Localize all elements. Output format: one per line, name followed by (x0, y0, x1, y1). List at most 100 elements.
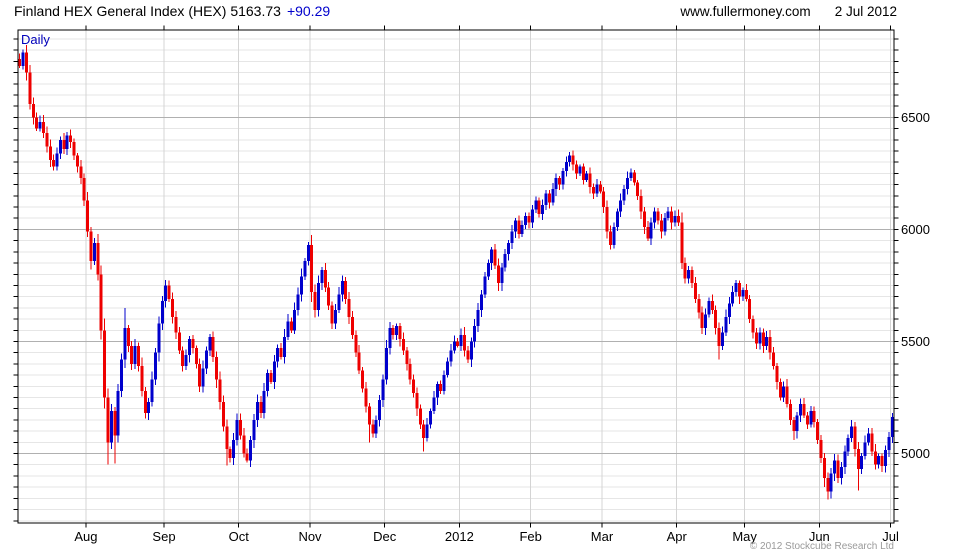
candle-body (775, 366, 779, 382)
candle-body (530, 209, 534, 223)
candle-body (347, 298, 351, 317)
candle-body (612, 227, 616, 246)
candle-body (167, 285, 171, 299)
candle-body (31, 103, 35, 118)
x-axis-label: Mar (591, 529, 614, 544)
candle-body (330, 305, 334, 324)
y-axis-label: 6000 (901, 222, 930, 237)
candle-body (544, 193, 548, 205)
candle-body (581, 166, 585, 181)
candle-body (75, 155, 79, 167)
candle-body (123, 328, 127, 360)
candle-body (374, 419, 378, 434)
x-axis-label: Feb (519, 529, 541, 544)
y-axis-label: 5500 (901, 334, 930, 349)
candle-body (534, 200, 538, 210)
candle-body (18, 59, 22, 66)
candle-body (289, 321, 293, 331)
x-axis-label: 2012 (445, 529, 474, 544)
candle-body (242, 435, 246, 454)
candle-body (782, 386, 786, 398)
candle-body (300, 276, 304, 295)
candle-body (221, 401, 225, 427)
candle-body (547, 193, 551, 203)
candle-body (575, 164, 579, 174)
candle-body (571, 155, 575, 165)
candle-body (296, 294, 300, 311)
y-axis-label: 5000 (901, 446, 930, 461)
candle-body (143, 390, 147, 414)
candle-body (554, 177, 558, 190)
candle-body (846, 437, 850, 452)
candle-body (303, 260, 307, 277)
candle-body (805, 415, 809, 425)
candle-body (653, 211, 657, 223)
candle-body (245, 453, 249, 461)
candle-body (452, 341, 456, 351)
candle-body (120, 359, 124, 391)
candle-body (510, 231, 514, 243)
candle-body (768, 337, 772, 353)
candle-body (836, 460, 840, 479)
candle-body (333, 310, 337, 324)
candle-body (113, 410, 117, 436)
candle-body (795, 415, 799, 432)
candle-body (615, 211, 619, 228)
candle-body (724, 316, 728, 333)
candle-body (310, 245, 314, 293)
candle-body (286, 321, 290, 338)
candle-body (228, 449, 232, 459)
candle-body (524, 215, 528, 225)
candle-body (646, 227, 650, 239)
candle-body (52, 159, 56, 167)
candle-body (35, 117, 39, 129)
candle-body (731, 292, 735, 304)
candle-body (816, 422, 820, 441)
timeframe-label: Daily (21, 32, 50, 47)
candle-body (863, 442, 867, 456)
candle-body (69, 135, 73, 143)
candle-body (608, 231, 612, 246)
plot-border (17, 29, 895, 524)
candle-body (785, 386, 789, 405)
candle-body (418, 408, 422, 425)
site-link[interactable]: www.fullermoney.com (680, 4, 811, 19)
candle-body (500, 267, 504, 284)
candle-body (788, 404, 792, 420)
candle-body (513, 220, 517, 232)
candle-body (371, 424, 375, 434)
candle-body (262, 390, 266, 414)
candle-body (439, 384, 443, 391)
candle-body (486, 263, 490, 277)
candle-body (316, 283, 320, 311)
candle-body (160, 301, 164, 324)
candle-body (41, 121, 45, 134)
candle-body (446, 361, 450, 376)
candle-body (181, 350, 185, 367)
candle-body (527, 215, 531, 223)
candle-body (595, 184, 599, 194)
candle-body (850, 426, 854, 438)
candle-body (194, 348, 198, 364)
candle-body (687, 269, 691, 279)
candle-body (558, 177, 562, 185)
candle-body (232, 440, 236, 459)
candle-body (639, 195, 643, 212)
candle-body (890, 416, 894, 438)
candle-body (680, 222, 684, 264)
candle-body (473, 325, 477, 342)
candle-body (201, 368, 205, 387)
candle-body (65, 135, 69, 149)
candle-body (272, 361, 276, 382)
x-axis-label: Oct (229, 529, 250, 544)
candle-body (717, 328, 721, 346)
candle-body (856, 449, 860, 470)
candle-body (235, 419, 239, 441)
candle-body (721, 332, 725, 346)
candle-body (422, 424, 426, 438)
candle-body (700, 312, 704, 329)
candle-body (276, 348, 280, 362)
candle-body (187, 339, 191, 355)
candle-body (388, 328, 392, 349)
candle-body (809, 410, 813, 425)
